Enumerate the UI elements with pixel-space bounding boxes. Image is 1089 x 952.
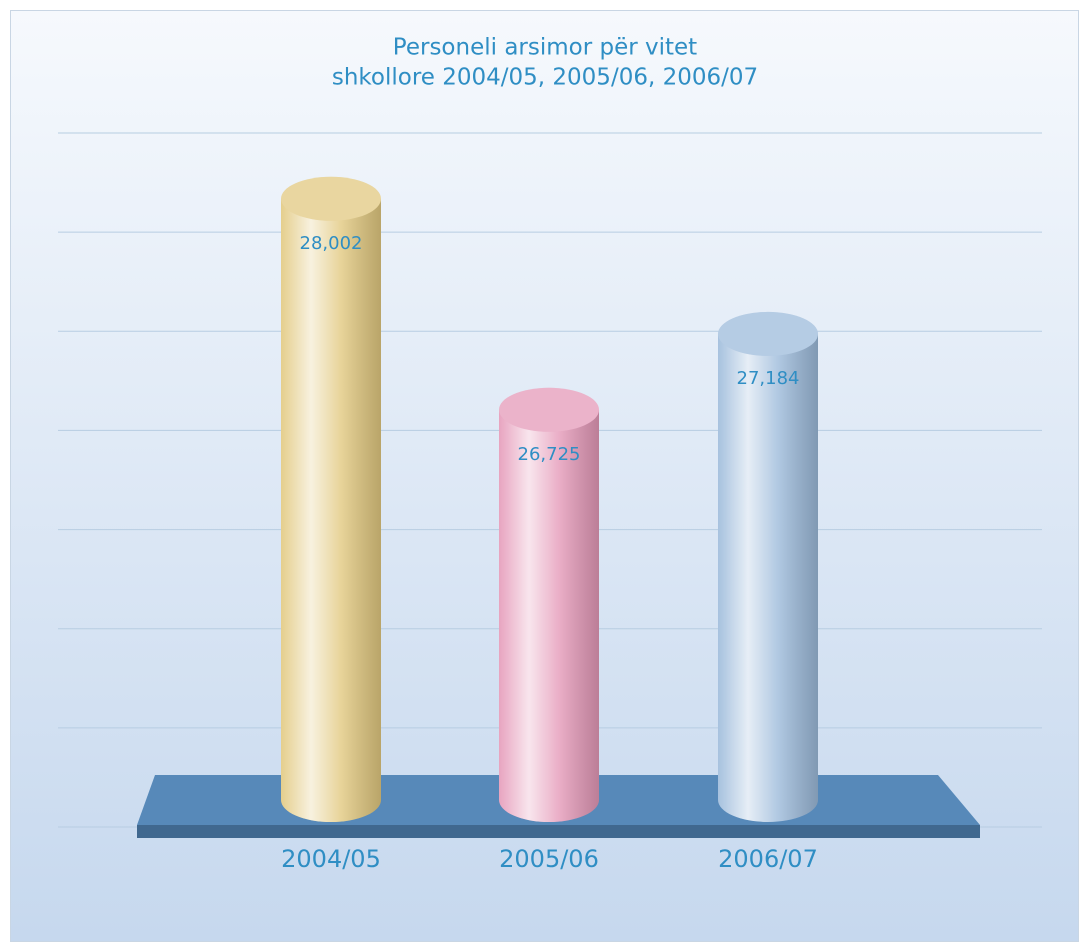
bar-shine <box>281 198 381 822</box>
x-tick-label: 2004/05 <box>281 845 381 873</box>
bar-shine <box>499 409 599 822</box>
floor-edge <box>137 825 980 838</box>
bar-top <box>499 387 599 432</box>
bar-top <box>718 311 818 356</box>
data-label: 26,725 <box>518 444 581 465</box>
bar-shine <box>718 333 818 822</box>
data-label: 28,002 <box>300 233 363 254</box>
bar-top-shine <box>499 387 599 432</box>
bar-top-shine <box>718 311 818 356</box>
bars: 28,002 2004/05 26,725 2005/06 27,184 2006/07 <box>281 176 818 873</box>
bar-top <box>281 176 381 221</box>
data-label: 27,184 <box>737 368 800 389</box>
x-tick-label: 2005/06 <box>499 845 599 873</box>
x-tick-label: 2006/07 <box>718 845 818 873</box>
bar-top-shine <box>281 176 381 221</box>
chart-title: Personeli arsimor për vitet <box>393 35 697 61</box>
chart-title: shkollore 2004/05, 2005/06, 2006/07 <box>332 65 758 91</box>
